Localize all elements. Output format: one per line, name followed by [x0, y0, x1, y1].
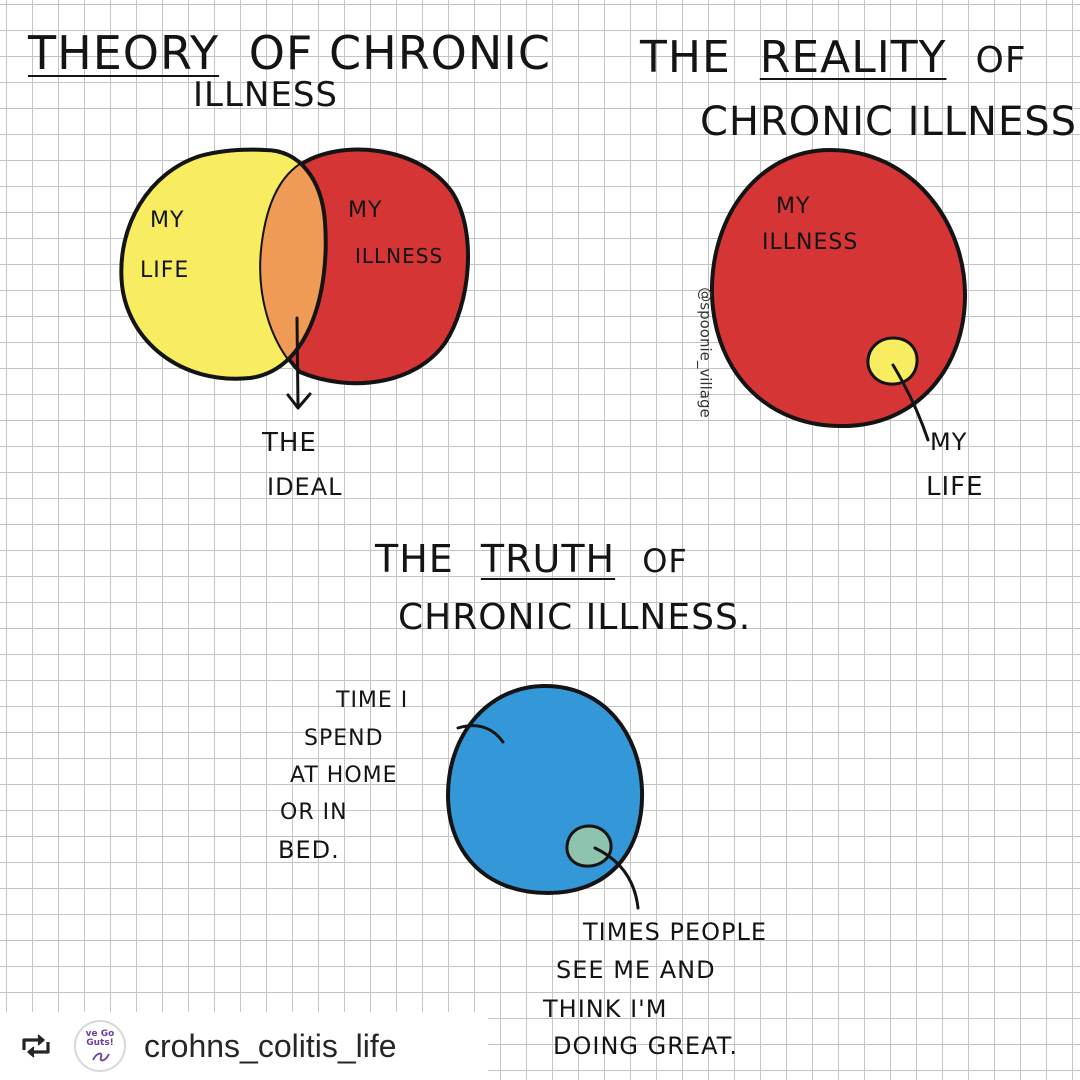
truth-home-pointer [456, 724, 505, 744]
reality-title-emphasis: REALITY [759, 32, 947, 83]
theory-title-rest: OF CHRONIC [248, 26, 551, 80]
truth-home-label-line: TIME I [336, 688, 409, 713]
reality-life-circle [866, 336, 919, 386]
my-life-label-2: LIFE [140, 258, 190, 283]
truth-great-circle [565, 824, 613, 868]
truth-great-label-line: THINK I'M [543, 995, 668, 1023]
reality-illness-label-1: MY [776, 194, 811, 219]
truth-title-emphasis: TRUTH [480, 537, 616, 581]
reality-title: THE REALITY OF [640, 36, 1027, 80]
artist-watermark: @spoonie_village [696, 287, 715, 418]
truth-title-pre: THE [375, 537, 454, 581]
repost-username[interactable]: crohns_colitis_life [144, 1027, 397, 1064]
reality-title-pre: THE [640, 32, 731, 83]
the-ideal-label-1: THE [262, 428, 317, 458]
theory-title-line2: ILLNESS [193, 75, 338, 115]
avatar-logo-text: ve Go Guts! [85, 1029, 115, 1049]
theory-title: THEORY OF CHRONIC [28, 30, 551, 76]
truth-great-label-line: TIMES PEOPLE [583, 918, 768, 946]
truth-home-circle [445, 683, 645, 896]
avatar[interactable]: ve Go Guts! [74, 1020, 126, 1072]
truth-great-pointer [593, 846, 640, 910]
reality-title-post: OF [975, 40, 1027, 81]
reality-illness-label-2: ILLNESS [762, 230, 859, 255]
truth-home-label-line: OR IN [280, 800, 348, 825]
repost-icon[interactable] [20, 1032, 52, 1060]
truth-home-label-line: BED. [278, 836, 340, 864]
theory-venn-diagram [119, 147, 470, 410]
ribbon-icon [92, 1052, 110, 1062]
reality-life-label-1: MY [930, 428, 968, 456]
reality-diagram [709, 147, 968, 442]
ideal-arrow-line [295, 316, 300, 407]
truth-title: THE TRUTH OF [375, 540, 688, 578]
truth-diagram [445, 683, 645, 910]
reality-title-line2: CHRONIC ILLNESS. [700, 99, 1080, 145]
truth-title-post: OF [642, 542, 688, 580]
my-illness-label-1: MY [348, 198, 383, 223]
truth-home-label-line: SPEND [304, 726, 384, 751]
my-life-label-1: MY [150, 208, 185, 233]
truth-great-label-line: SEE ME AND [556, 956, 716, 984]
truth-home-label-line: AT HOME [290, 763, 398, 788]
ideal-overlap-region [261, 149, 328, 381]
truth-great-label-line: DOING GREAT. [553, 1032, 739, 1060]
ideal-arrow-head [286, 392, 312, 410]
reality-life-pointer [891, 363, 930, 442]
my-illness-label-2: ILLNESS [355, 244, 444, 268]
reality-life-label-2: LIFE [926, 472, 984, 502]
the-ideal-label-2: IDEAL [267, 473, 343, 501]
theory-title-emphasis: THEORY [28, 26, 220, 80]
truth-title-line2: CHRONIC ILLNESS. [398, 597, 752, 638]
reality-illness-circle [709, 147, 968, 429]
repost-bar: ve Go Guts! crohns_colitis_life [0, 1012, 488, 1080]
